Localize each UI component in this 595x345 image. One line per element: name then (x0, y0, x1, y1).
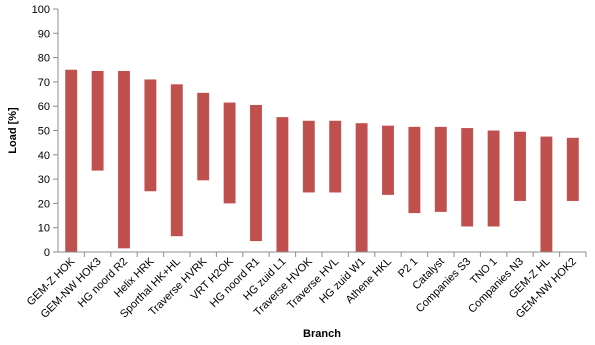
bar-series (65, 69, 579, 253)
y-tick-label: 10 (38, 223, 50, 235)
bar (144, 79, 157, 192)
y-tick-label: 80 (38, 53, 50, 65)
y-tick-label: 20 (38, 198, 50, 210)
axes (57, 9, 586, 253)
bar (329, 120, 342, 193)
bar (434, 126, 447, 212)
x-axis-title: Branch (303, 328, 341, 340)
bar (566, 137, 579, 201)
bar (487, 130, 500, 227)
y-tick-label: 40 (38, 150, 50, 162)
bar (408, 126, 421, 214)
y-tick-label: 60 (38, 101, 50, 113)
bar (65, 69, 78, 252)
bar (250, 104, 262, 242)
y-tick-label: 50 (38, 126, 50, 138)
bar (355, 123, 368, 253)
y-tick-label: 90 (38, 28, 50, 40)
y-tick-label: 30 (38, 174, 50, 186)
y-tick-label: 70 (38, 77, 50, 89)
bar (276, 117, 289, 252)
y-tick-label: 0 (44, 247, 50, 259)
bar (514, 131, 526, 201)
bar (118, 70, 130, 249)
bar (170, 84, 183, 237)
bar (197, 92, 210, 181)
y-axis-title: Load [%] (7, 107, 19, 154)
bar (382, 125, 394, 195)
bar (91, 70, 104, 171)
bar (302, 120, 315, 193)
bar (540, 136, 553, 252)
y-axis-ticks: 0 10 20 30 40 50 60 70 80 90 100 (32, 4, 58, 259)
bar (461, 128, 474, 227)
y-tick-label: 100 (32, 4, 50, 16)
bar (223, 102, 236, 204)
